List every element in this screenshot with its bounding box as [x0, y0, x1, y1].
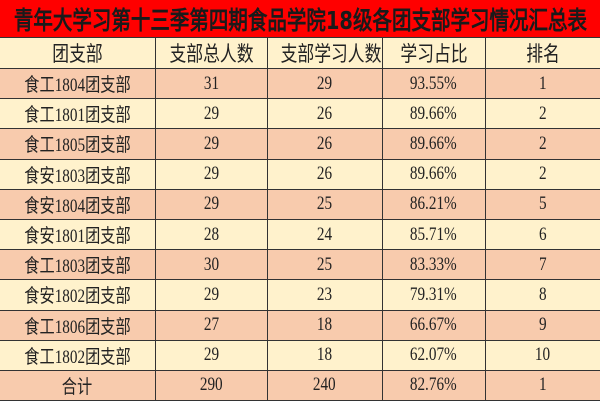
table-row: 食安1801团支部 28 24 85.71% 6 [0, 218, 600, 251]
table-row: 食工1806团支部 27 18 66.67% 9 [0, 309, 600, 341]
cell-branch[interactable]: 食工1804团支部 [0, 67, 156, 100]
total-row: 合计 290 240 82.76% 1 [0, 369, 600, 401]
cell-total[interactable]: 29 [154, 128, 268, 160]
cell-rank[interactable]: 7 [484, 249, 600, 281]
cell-rank[interactable]: 6 [484, 218, 600, 251]
table-row: 食安1802团支部 29 23 79.31% 8 [0, 279, 600, 311]
cell-ratio[interactable]: 82.76% [381, 369, 486, 401]
cell-branch[interactable]: 食工1806团支部 [0, 309, 156, 341]
cell-rank[interactable]: 9 [484, 309, 600, 341]
cell-total[interactable]: 290 [154, 369, 268, 401]
cell-studied[interactable]: 26 [266, 98, 383, 130]
table-row: 食工1803团支部 30 25 83.33% 7 [0, 249, 600, 281]
cell-total[interactable]: 支部总人数 [154, 37, 268, 69]
cell-ratio[interactable]: 66.67% [381, 309, 486, 341]
cell-ratio[interactable]: 83.33% [381, 249, 486, 281]
cell-ratio[interactable]: 学习占比 [381, 37, 486, 69]
cell-rank[interactable]: 1 [484, 67, 600, 100]
cell-ratio[interactable]: 89.66% [381, 128, 486, 160]
cell-rank[interactable]: 8 [484, 279, 600, 311]
cell-total[interactable]: 29 [154, 98, 268, 130]
cell-total[interactable]: 29 [154, 188, 268, 220]
cell-total[interactable]: 29 [154, 158, 268, 190]
cell-rank[interactable]: 10 [484, 339, 600, 371]
cell-branch[interactable]: 食工1801团支部 [0, 98, 156, 130]
cell-total[interactable]: 29 [154, 339, 268, 371]
table-row: 食安1803团支部 29 26 89.66% 2 [0, 158, 600, 190]
cell-ratio[interactable]: 79.31% [381, 279, 486, 311]
cell-total[interactable]: 31 [154, 67, 268, 100]
table-row: 食工1804团支部 31 29 93.55% 1 [0, 67, 600, 100]
table-title: 青年大学习第十三季第四期食品学院18级各团支部学习情况汇总表 [0, 0, 600, 37]
cell-studied[interactable]: 26 [266, 158, 383, 190]
cell-rank[interactable]: 2 [484, 98, 600, 130]
cell-rank[interactable]: 5 [484, 188, 600, 220]
cell-studied[interactable]: 240 [266, 369, 383, 401]
cell-total[interactable]: 30 [154, 249, 268, 281]
cell-studied[interactable]: 支部学习人数 [266, 37, 383, 69]
table-row: 食工1802团支部 29 18 62.07% 10 [0, 339, 600, 371]
header-row: 团支部 支部总人数 支部学习人数 学习占比 排名 [0, 37, 600, 69]
table-row: 食工1801团支部 29 26 89.66% 2 [0, 98, 600, 130]
summary-table: 团支部 支部总人数 支部学习人数 学习占比 排名 食工1804团支部 31 29 93.55% 1… [0, 37, 600, 401]
cell-total[interactable]: 29 [154, 279, 268, 311]
cell-studied[interactable]: 23 [266, 279, 383, 311]
cell-branch[interactable]: 食安1803团支部 [0, 158, 156, 190]
cell-ratio[interactable]: 93.55% [381, 67, 486, 100]
cell-branch[interactable]: 食工1803团支部 [0, 249, 156, 281]
table-row: 食工1805团支部 29 26 89.66% 2 [0, 128, 600, 160]
cell-branch[interactable]: 食安1801团支部 [0, 218, 156, 251]
cell-rank[interactable]: 排名 [484, 37, 600, 69]
cell-branch[interactable]: 合计 [0, 369, 156, 401]
cell-studied[interactable]: 24 [266, 218, 383, 251]
cell-ratio[interactable]: 89.66% [381, 98, 486, 130]
cell-branch[interactable]: 食工1802团支部 [0, 339, 156, 371]
cell-ratio[interactable]: 89.66% [381, 158, 486, 190]
cell-rank[interactable]: 1 [484, 369, 600, 401]
cell-branch[interactable]: 食安1804团支部 [0, 188, 156, 220]
cell-total[interactable]: 27 [154, 309, 268, 341]
cell-studied[interactable]: 25 [266, 249, 383, 281]
cell-ratio[interactable]: 85.71% [381, 218, 486, 251]
cell-rank[interactable]: 2 [484, 158, 600, 190]
cell-studied[interactable]: 29 [266, 67, 383, 100]
cell-total[interactable]: 28 [154, 218, 268, 251]
cell-studied[interactable]: 18 [266, 309, 383, 341]
cell-ratio[interactable]: 62.07% [381, 339, 486, 371]
cell-branch[interactable]: 食工1805团支部 [0, 128, 156, 160]
cell-branch[interactable]: 团支部 [0, 37, 156, 69]
cell-rank[interactable]: 2 [484, 128, 600, 160]
cell-studied[interactable]: 18 [266, 339, 383, 371]
table-row: 食安1804团支部 29 25 86.21% 5 [0, 188, 600, 220]
cell-branch[interactable]: 食安1802团支部 [0, 279, 156, 311]
cell-studied[interactable]: 25 [266, 188, 383, 220]
cell-ratio[interactable]: 86.21% [381, 188, 486, 220]
cell-studied[interactable]: 26 [266, 128, 383, 160]
